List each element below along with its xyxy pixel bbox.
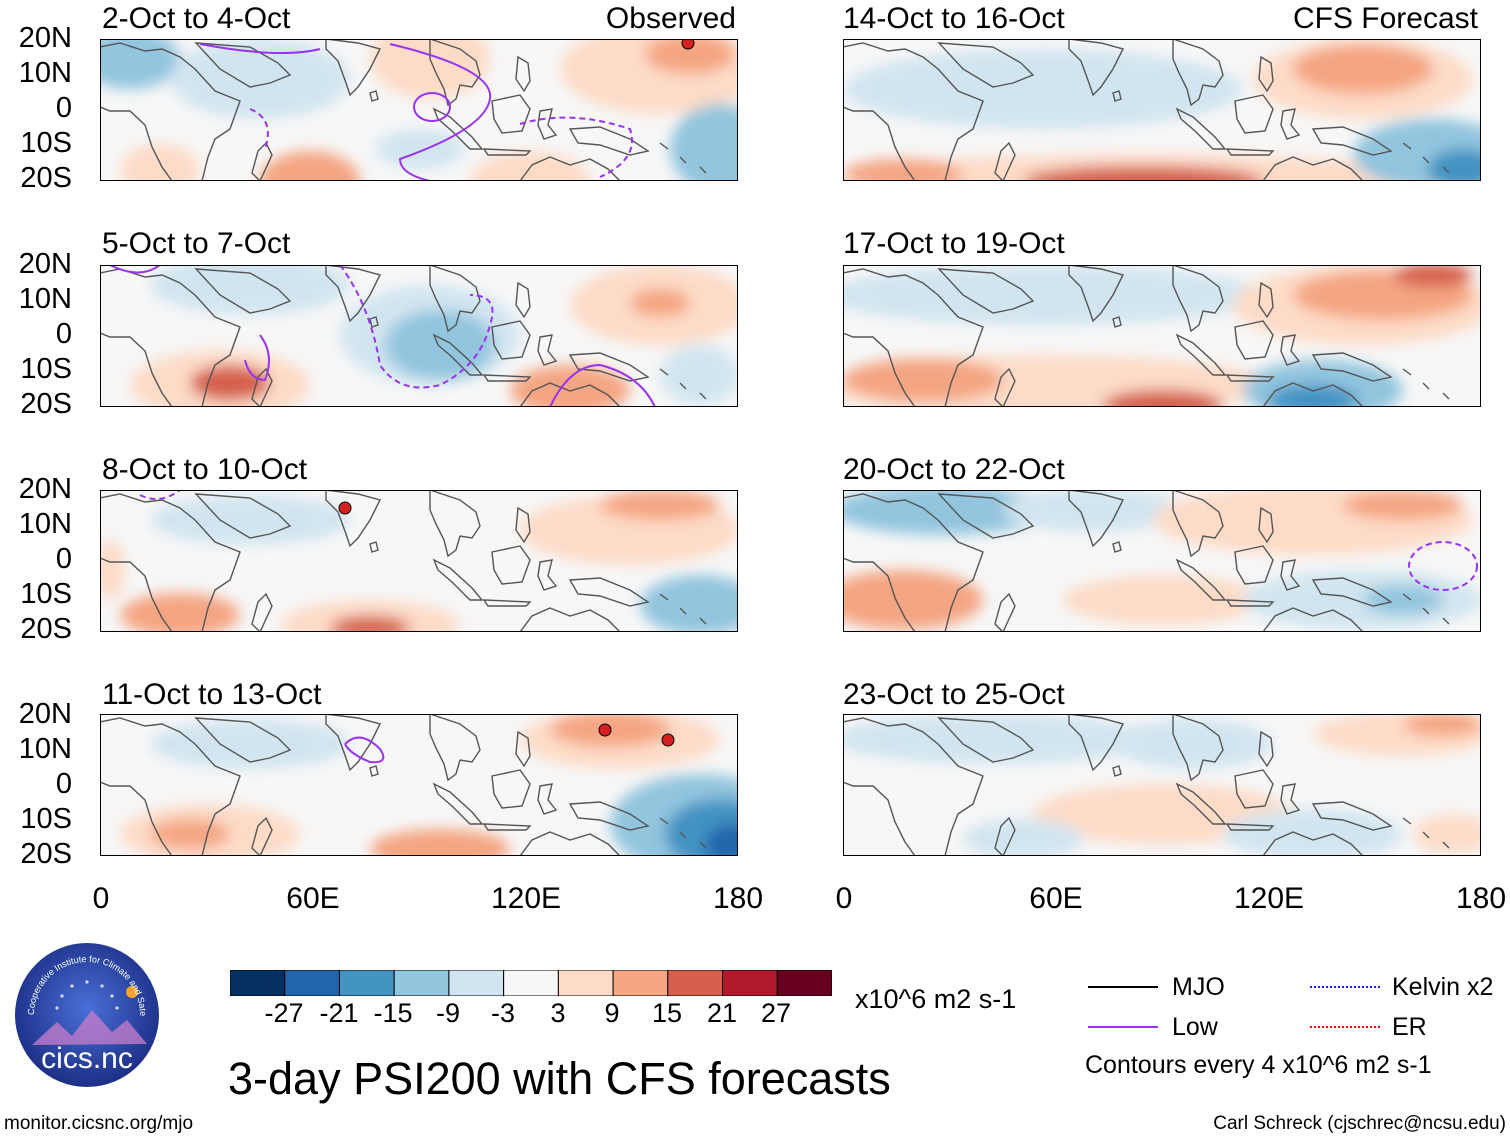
panel-title-right-1: 14-Oct to 16-Oct bbox=[843, 2, 1065, 35]
colorbar-swatch bbox=[667, 969, 724, 997]
colorbar-label: -21 bbox=[319, 998, 359, 1028]
colorbar-swatch bbox=[229, 969, 286, 997]
footer-credit: Carl Schreck (cjschrec@ncsu.edu) bbox=[1213, 1113, 1506, 1134]
lat-label: 0 bbox=[55, 768, 72, 800]
colorbar-label: 27 bbox=[760, 998, 792, 1028]
lat-label: 20N bbox=[18, 473, 72, 505]
legend-label-kelvin: Kelvin x2 bbox=[1392, 973, 1494, 1001]
map-panel-right-1 bbox=[842, 38, 1482, 182]
colorbar-swatch bbox=[776, 969, 833, 997]
panel-title-left-4: 11-Oct to 13-Oct bbox=[102, 678, 322, 711]
panel-title-right-2: 17-Oct to 19-Oct bbox=[843, 227, 1065, 260]
lat-label: 10N bbox=[18, 733, 72, 765]
lat-label: 10S bbox=[20, 353, 72, 385]
colorbar-swatch bbox=[448, 969, 505, 997]
map-panel-left-4 bbox=[99, 713, 739, 857]
lat-label: 20S bbox=[20, 388, 72, 420]
lat-label: 20S bbox=[20, 613, 72, 645]
observed-label: Observed bbox=[605, 2, 736, 35]
lat-label: 10N bbox=[18, 57, 72, 89]
lat-label: 0 bbox=[55, 543, 72, 575]
panel-title-left-1: 2-Oct to 4-Oct bbox=[102, 2, 291, 35]
lon-label: 60E bbox=[286, 882, 340, 915]
logo-text: cics.nc bbox=[41, 1042, 133, 1075]
colorbar-label: -15 bbox=[373, 998, 413, 1028]
map-panel-right-2 bbox=[842, 264, 1482, 408]
lat-label: 10N bbox=[18, 508, 72, 540]
lat-label: 10N bbox=[18, 283, 72, 315]
legend-label-low: Low bbox=[1172, 1013, 1218, 1041]
lon-label: 0 bbox=[92, 882, 110, 915]
legend-label-mjo: MJO bbox=[1172, 973, 1225, 1001]
cics-logo: Cooperative Institute for Climate and Sa… bbox=[9, 932, 162, 1090]
footer-url[interactable]: monitor.cicsnc.org/mjo bbox=[4, 1113, 194, 1134]
lat-label: 10S bbox=[20, 803, 72, 835]
lon-label: 120E bbox=[490, 882, 562, 915]
colorbar-label: -3 bbox=[490, 998, 515, 1028]
colorbar-label: 3 bbox=[550, 998, 566, 1028]
main-title: 3-day PSI200 with CFS forecasts bbox=[228, 1053, 891, 1104]
colorbar-swatch bbox=[557, 969, 614, 997]
contour-note: Contours every 4 x10^6 m2 s-1 bbox=[1085, 1051, 1432, 1079]
colorbar-label: -9 bbox=[435, 998, 460, 1028]
colorbar-label: -27 bbox=[264, 998, 304, 1028]
map-panel-left-1 bbox=[99, 38, 739, 182]
panel-title-left-3: 8-Oct to 10-Oct bbox=[102, 453, 308, 486]
panel-title-right-3: 20-Oct to 22-Oct bbox=[843, 453, 1065, 486]
colorbar-label: 9 bbox=[604, 998, 620, 1028]
lat-label: 10S bbox=[20, 578, 72, 610]
map-panel-right-4 bbox=[842, 713, 1482, 857]
lon-label: 0 bbox=[835, 882, 853, 915]
colorbar-swatch bbox=[503, 969, 559, 997]
map-panel-left-2 bbox=[99, 264, 739, 408]
colorbar-label: 21 bbox=[706, 998, 738, 1028]
legend-label-er: ER bbox=[1392, 1013, 1427, 1041]
colorbar-swatch bbox=[612, 969, 669, 997]
lat-label: 20S bbox=[20, 838, 72, 870]
colorbar-swatch bbox=[284, 969, 340, 997]
lat-label: 20N bbox=[18, 248, 72, 280]
lon-label: 180 bbox=[1455, 882, 1507, 915]
lon-label: 60E bbox=[1029, 882, 1083, 915]
colorbar-swatch bbox=[338, 969, 395, 997]
lon-label: 120E bbox=[1233, 882, 1305, 915]
lat-label: 0 bbox=[55, 92, 72, 124]
legend-swatches-right bbox=[1310, 986, 1380, 1028]
lon-label: 180 bbox=[712, 882, 764, 915]
lat-label: 20S bbox=[20, 162, 72, 194]
lat-label: 20N bbox=[18, 698, 72, 730]
cfs-forecast-label: CFS Forecast bbox=[1292, 2, 1478, 35]
map-panel-right-3 bbox=[842, 489, 1482, 633]
map-panel-left-3 bbox=[99, 489, 739, 633]
colorbar-label: 15 bbox=[651, 998, 683, 1028]
colorbar-swatch bbox=[393, 969, 450, 997]
lat-label: 20N bbox=[18, 22, 72, 54]
colorbar bbox=[229, 969, 833, 997]
legend-swatches-left bbox=[1088, 986, 1158, 1028]
lat-label: 0 bbox=[55, 318, 72, 350]
lat-label: 10S bbox=[20, 127, 72, 159]
panel-title-left-2: 5-Oct to 7-Oct bbox=[102, 227, 291, 260]
colorbar-units: x10^6 m2 s-1 bbox=[855, 984, 1017, 1014]
panel-title-right-4: 23-Oct to 25-Oct bbox=[843, 678, 1065, 711]
colorbar-swatch bbox=[722, 969, 778, 997]
